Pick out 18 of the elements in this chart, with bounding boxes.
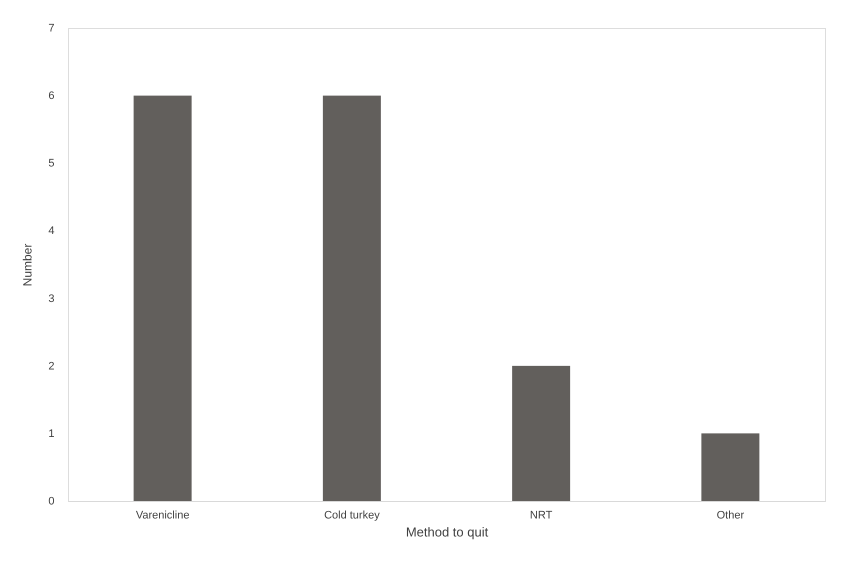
y-tick-label: 2 [48,360,54,372]
bar [512,366,570,501]
x-tick-label: Cold turkey [324,510,380,522]
y-axis-title: Number [20,244,34,286]
bar [701,433,760,501]
x-axis-title: Method to quit [406,524,489,540]
y-tick-label: 1 [48,428,54,440]
y-tick-label: 0 [48,496,54,508]
y-tick-label: 3 [48,292,54,305]
y-tick-label: 5 [48,158,54,170]
bar [322,96,381,501]
bar [134,96,192,501]
y-tick-label: 7 [48,22,54,34]
x-tick-label: Varenicline [136,510,190,522]
x-tick-label: Other [716,510,744,522]
y-tick-label: 6 [48,90,54,102]
y-tick-label: 4 [48,225,54,238]
x-tick-label: NRT [530,510,553,522]
